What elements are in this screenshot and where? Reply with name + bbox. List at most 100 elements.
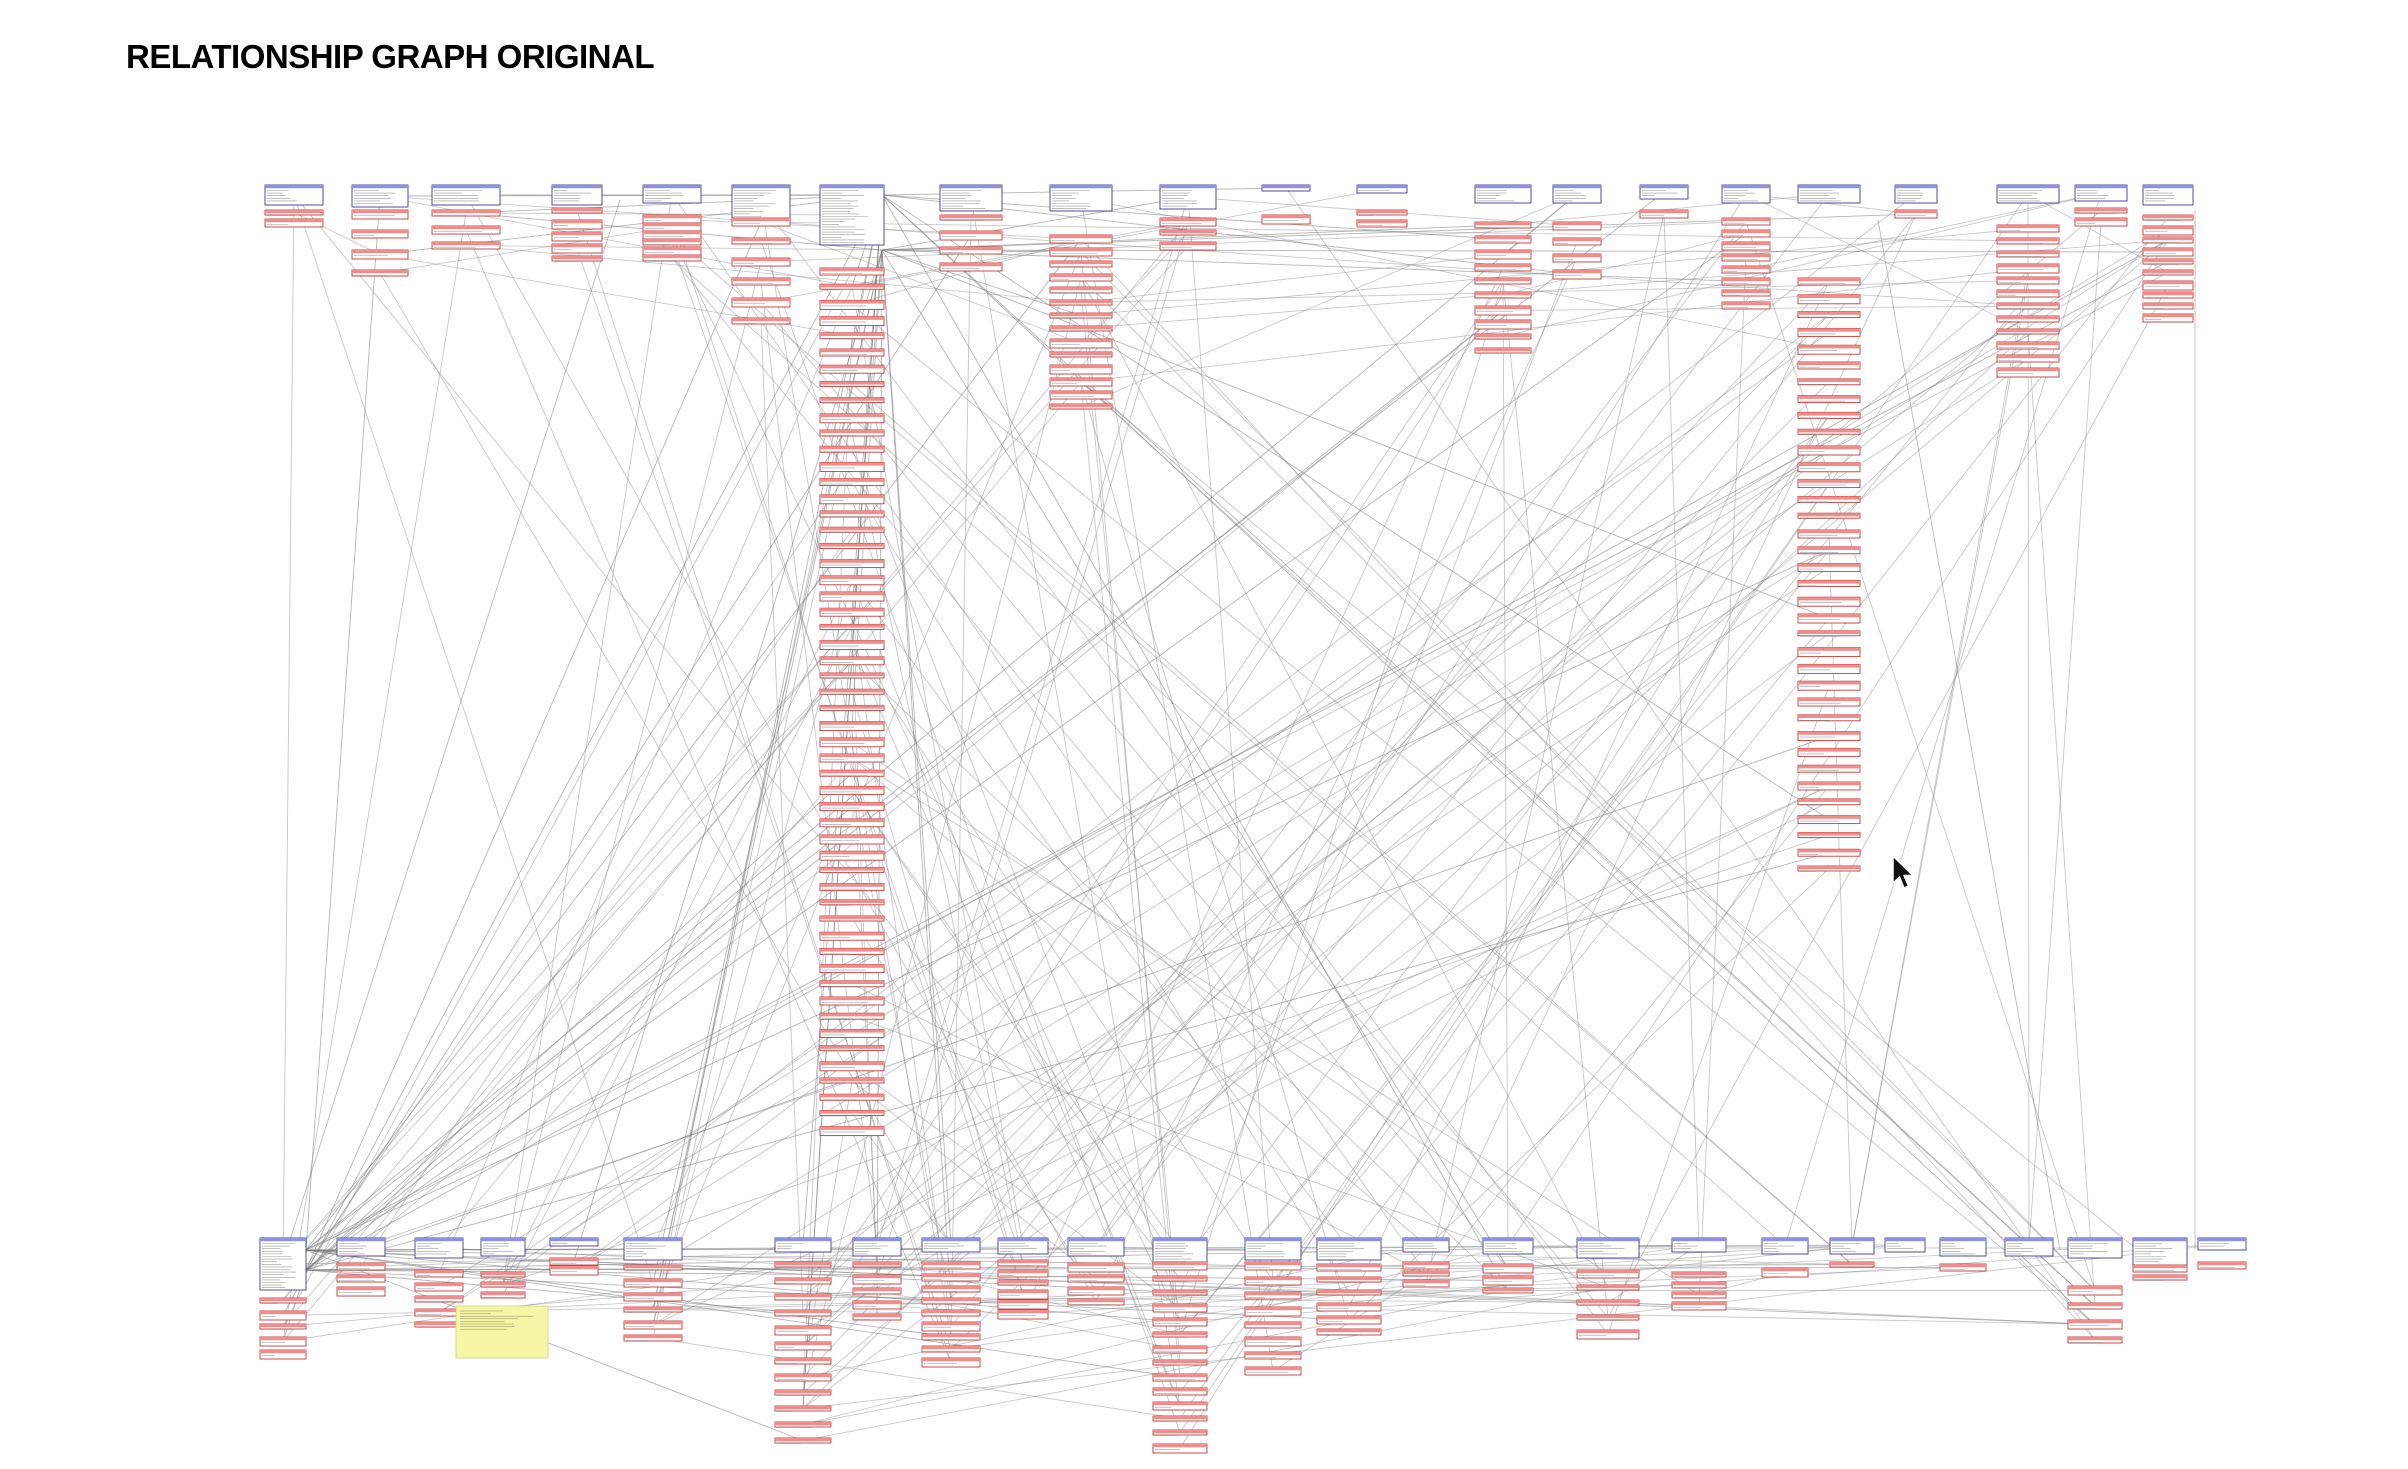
table-occurrence[interactable] [1721,289,1771,297]
table-occurrence[interactable] [1797,395,1861,404]
table-occurrence[interactable] [1474,221,1532,229]
table-occurrence[interactable] [731,317,791,325]
base-table-occurrence[interactable] [351,184,409,208]
table-occurrence[interactable] [2142,313,2194,323]
base-table-occurrence[interactable] [1761,1237,1809,1255]
table-occurrence[interactable] [1244,1291,1302,1300]
table-occurrence[interactable] [623,1264,683,1271]
table-occurrence[interactable] [774,1261,832,1268]
table-occurrence[interactable] [1244,1321,1302,1329]
table-occurrence[interactable] [1576,1269,1640,1279]
table-occurrence[interactable] [1761,1267,1809,1278]
table-occurrence[interactable] [819,591,885,602]
table-occurrence[interactable] [731,297,791,308]
table-occurrence[interactable] [1996,341,2060,350]
table-occurrence[interactable] [1316,1315,1382,1325]
table-occurrence[interactable] [819,542,885,550]
table-occurrence[interactable] [1474,263,1532,272]
table-occurrence[interactable] [731,237,791,245]
table-occurrence[interactable] [1152,1289,1208,1296]
table-occurrence[interactable] [774,1421,832,1428]
table-occurrence[interactable] [1797,663,1861,674]
table-occurrence[interactable] [939,230,1003,241]
table-occurrence[interactable] [819,267,885,276]
table-occurrence[interactable] [259,1310,307,1321]
table-occurrence[interactable] [1482,1287,1534,1294]
table-occurrence[interactable] [1152,1359,1208,1366]
table-occurrence[interactable] [2142,236,2194,244]
table-occurrence[interactable] [1797,680,1861,691]
table-occurrence[interactable] [2197,1261,2247,1270]
table-occurrence[interactable] [1996,328,2060,335]
table-occurrence[interactable] [1721,253,1771,262]
table-occurrence[interactable] [1797,378,1861,386]
table-occurrence[interactable] [2132,1264,2188,1273]
table-occurrence[interactable] [819,478,885,487]
table-occurrence[interactable] [1474,305,1532,316]
table-occurrence[interactable] [819,397,885,404]
table-occurrence[interactable] [1049,312,1113,319]
table-occurrence[interactable] [731,257,791,267]
table-occurrence[interactable] [819,1028,885,1038]
table-occurrence[interactable] [819,510,885,518]
table-occurrence[interactable] [819,996,885,1006]
base-table-occurrence[interactable] [819,184,885,246]
table-occurrence[interactable] [2132,1274,2188,1281]
table-occurrence[interactable] [336,1286,386,1297]
table-occurrence[interactable] [1159,229,1217,236]
table-occurrence[interactable] [551,207,603,214]
table-occurrence[interactable] [819,883,885,892]
table-occurrence[interactable] [731,217,791,227]
table-occurrence[interactable] [1049,390,1113,400]
table-occurrence[interactable] [642,214,702,224]
table-occurrence[interactable] [1316,1276,1382,1283]
base-table-occurrence[interactable] [731,184,791,220]
table-occurrence[interactable] [1152,1331,1208,1338]
table-occurrence[interactable] [774,1325,832,1336]
table-occurrence[interactable] [1576,1314,1640,1321]
table-occurrence[interactable] [852,1261,902,1268]
table-occurrence[interactable] [1552,269,1602,280]
table-occurrence[interactable] [939,262,1003,272]
table-occurrence[interactable] [1152,1429,1208,1436]
table-occurrence[interactable] [819,704,885,712]
table-occurrence[interactable] [774,1357,832,1365]
base-table-occurrence[interactable] [1049,184,1113,212]
table-occurrence[interactable] [1996,354,2060,363]
table-occurrence[interactable] [2074,217,2128,227]
table-occurrence[interactable] [1576,1284,1640,1291]
table-occurrence[interactable] [1474,319,1532,330]
table-occurrence[interactable] [1797,831,1861,839]
table-occurrence[interactable] [623,1306,683,1313]
table-occurrence[interactable] [819,721,885,732]
table-occurrence[interactable] [1152,1275,1208,1282]
table-occurrence[interactable] [1482,1263,1534,1274]
table-occurrence[interactable] [1797,428,1861,436]
base-table-occurrence[interactable] [1639,184,1689,200]
table-occurrence[interactable] [1244,1306,1302,1317]
table-occurrence[interactable] [1049,325,1113,332]
table-occurrence[interactable] [1049,377,1113,387]
table-occurrence[interactable] [819,640,885,651]
table-occurrence[interactable] [2142,258,2194,265]
table-occurrence[interactable] [1797,512,1861,520]
table-occurrence[interactable] [551,231,603,242]
table-occurrence[interactable] [819,980,885,988]
table-occurrence[interactable] [351,229,409,239]
table-occurrence[interactable] [1996,289,2060,298]
table-occurrence[interactable] [351,249,409,260]
base-table-occurrence[interactable] [1402,1237,1450,1253]
table-occurrence[interactable] [2142,214,2194,221]
table-occurrence[interactable] [819,1012,885,1020]
table-occurrence[interactable] [1049,364,1113,375]
table-occurrence[interactable] [819,1061,885,1072]
table-occurrence[interactable] [819,445,885,453]
table-occurrence[interactable] [623,1334,683,1342]
table-occurrence[interactable] [819,1077,885,1084]
table-occurrence[interactable] [1152,1415,1208,1422]
table-occurrence[interactable] [819,1093,885,1101]
table-occurrence[interactable] [819,364,885,374]
table-occurrence[interactable] [642,254,702,262]
base-table-occurrence[interactable] [2197,1237,2247,1251]
base-table-occurrence[interactable] [1996,184,2060,204]
